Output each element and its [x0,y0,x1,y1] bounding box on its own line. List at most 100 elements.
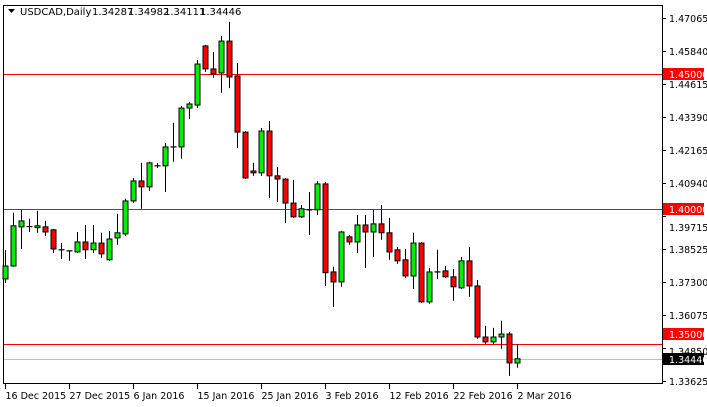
candle [458,256,465,289]
candle [466,246,473,297]
candle-body-bull [186,103,193,109]
candle [386,217,393,260]
candle-body-bear [82,241,89,251]
candle [354,214,361,254]
candle [162,142,169,193]
x-tick-label: 16 Dec 2015 [6,391,67,402]
y-tick-label: 1.45840 [669,47,707,58]
candle [170,122,177,162]
y-tick-label: 1.34850 [669,347,707,358]
candle-body-bull [114,232,121,239]
ohlc-high: 1.34982 [128,7,169,18]
candle-body-bull [298,208,305,218]
ohlc-low: 1.34111 [164,7,205,18]
candle [306,192,313,235]
candle [258,128,265,176]
candle-body-bull [490,336,497,343]
candle [34,210,41,233]
candle [474,280,481,339]
candle-body-bull [194,63,201,106]
candle-body-bull [314,183,321,211]
candle-body-bear [402,259,409,277]
candle [98,232,105,258]
y-tick-label: 1.43390 [669,113,707,124]
bid-price-label-bg [663,353,704,365]
candle [514,344,521,368]
candle-body-bear [210,68,217,75]
candle [42,220,49,237]
candle-body-bear [282,178,289,204]
candle-body-bull [178,107,185,148]
candle [138,162,145,209]
candle [194,59,201,109]
candle [18,209,25,249]
level-price-label-bg [663,203,704,215]
candle [266,121,273,198]
candle [314,180,321,215]
candle [394,246,401,264]
triangle-down-icon[interactable] [8,9,15,13]
y-tick-label: 1.40940 [669,179,707,190]
y-tick-label: 1.33625 [669,377,707,388]
candle [274,166,281,203]
candle [402,248,409,278]
bid-price-label: 1.34446 [669,355,707,366]
candle-body-bear [42,226,49,233]
candle [66,250,73,261]
candle-body-bull [258,130,265,174]
x-tick-label: 15 Jan 2016 [198,391,255,402]
x-tick-label: 12 Feb 2016 [390,391,449,402]
candle-body-bull [498,333,505,338]
candle [130,177,137,203]
candle [506,331,513,376]
candle [82,224,89,259]
candle-body-bear [386,232,393,253]
candle [2,250,9,284]
candle-body-bear [474,285,481,338]
candle [362,214,369,268]
candle [154,162,161,168]
candle-body-bear [346,236,353,243]
candle [426,267,433,304]
candle [10,212,17,267]
candle-body-bull [354,224,361,243]
candle [370,209,377,258]
level-price-label-bg [663,68,704,80]
candle [322,182,329,286]
x-tick-label: 25 Jan 2016 [262,391,319,402]
y-tick-label: 1.36075 [669,311,707,322]
candle-body-bear [322,183,329,274]
candle-body-bull [146,162,153,188]
x-tick-label: 6 Jan 2016 [134,391,185,402]
candle-body-bear [226,40,233,78]
x-tick-label: 3 Feb 2016 [326,391,379,402]
level-price-label: 1.35000 [669,330,707,341]
candle [26,218,33,232]
candle [58,243,65,259]
candle-body-bull [106,238,113,261]
candle-body-bear [450,276,457,288]
candle [330,266,337,308]
candle-body-bear [202,45,209,70]
candle-body-bear [378,223,385,234]
candle [50,229,57,254]
candle [418,241,425,303]
level-price-label: 1.45000 [669,70,707,81]
chart-header: USDCAD,Daily 1.34287 1.34982 1.34111 1.3… [8,7,241,18]
level-price-label-bg [663,328,704,340]
candle-body-bear [482,336,489,343]
candle [210,51,217,78]
candle-body-bear [98,242,105,255]
candle [178,105,185,159]
candle [410,232,417,289]
candle [490,327,497,345]
candle-body-bull [74,241,81,253]
x-tick-label: 2 Mar 2016 [518,391,572,402]
candle [346,234,353,245]
ohlc-open: 1.34287 [92,7,133,18]
y-tick-label: 1.37300 [669,278,707,289]
candle-body-bull [90,242,97,251]
candle-body-bull [122,200,129,235]
